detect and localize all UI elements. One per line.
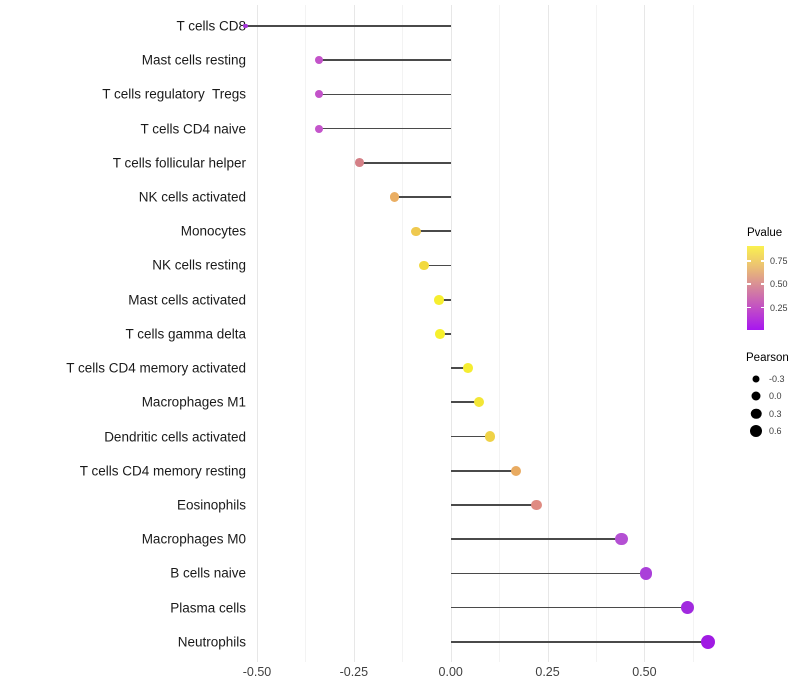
gridline-major — [547, 5, 549, 662]
lollipop-stem — [450, 435, 490, 438]
lollipop-stem — [450, 640, 709, 643]
colorbar-tick-mark — [760, 283, 764, 285]
lollipop-stem — [318, 127, 451, 130]
lollipop-stem — [439, 333, 451, 335]
category-label: Macrophages M1 — [141, 394, 246, 410]
category-label: T cells regulatory Tregs — [102, 86, 246, 102]
data-point — [435, 329, 445, 339]
data-point — [531, 499, 543, 511]
lollipop-stem — [439, 298, 451, 301]
colorbar-tick-label: 0.50 — [770, 279, 788, 290]
category-label: Mast cells activated — [128, 292, 246, 308]
x-axis-tick-label: 0.50 — [632, 665, 657, 679]
data-point — [615, 533, 628, 546]
category-label: T cells CD4 naive — [140, 121, 246, 137]
size-legend-dot — [751, 391, 761, 401]
data-point — [389, 192, 400, 202]
size-legend-label: 0.3 — [769, 408, 782, 419]
colorbar-tick-mark — [747, 306, 751, 309]
category-label: Monocytes — [180, 223, 246, 239]
colorbar-tick-mark — [760, 260, 764, 262]
x-axis-tick-label: 0.00 — [438, 665, 463, 679]
x-axis-tick-label: 0.25 — [535, 665, 560, 679]
size-legend-label: 0.6 — [769, 426, 782, 437]
data-point — [434, 294, 444, 305]
gridline-major — [644, 5, 646, 662]
data-point — [474, 397, 484, 408]
lollipop-stem — [415, 230, 451, 233]
size-legend-dot — [750, 425, 762, 438]
lollipop-stem — [450, 504, 537, 506]
category-label: Macrophages M0 — [141, 531, 246, 547]
category-label: Plasma cells — [170, 600, 246, 616]
lollipop-stem — [450, 469, 516, 472]
pvalue-legend-title: Pvalue — [747, 227, 783, 239]
category-label: Eosinophils — [176, 497, 246, 513]
data-point — [419, 260, 429, 271]
category-label: NK cells activated — [138, 189, 246, 205]
category-label: T cells gamma delta — [125, 326, 246, 342]
lollipop-stem — [450, 606, 688, 609]
category-label: T cells CD4 memory resting — [79, 463, 246, 479]
category-label: B cells naive — [170, 565, 246, 581]
data-point — [463, 363, 474, 373]
data-point — [701, 634, 716, 649]
colorbar-tick-label: 0.75 — [770, 256, 788, 267]
data-point — [243, 23, 248, 29]
gridline-major — [450, 5, 452, 662]
lollipop-stem — [318, 93, 451, 96]
lollipop-stem — [450, 367, 469, 369]
lollipop-stem — [318, 59, 451, 62]
data-point — [411, 226, 421, 236]
data-point — [484, 431, 495, 442]
lollipop-stem — [423, 264, 451, 267]
x-axis-tick-label: -0.25 — [339, 665, 369, 679]
category-label: T cells CD8 — [176, 18, 246, 34]
colorbar-tick-mark — [747, 260, 751, 262]
size-legend-dot — [752, 375, 760, 382]
category-label: Mast cells resting — [141, 52, 246, 68]
gridline-minor — [595, 5, 597, 662]
category-label: NK cells resting — [152, 257, 246, 273]
colorbar-tick-mark — [747, 283, 751, 285]
gridline-minor — [402, 5, 404, 662]
gridline-major — [353, 5, 355, 662]
data-point — [510, 465, 521, 476]
data-point — [681, 600, 695, 615]
lollipop-stem — [359, 161, 451, 164]
category-label: T cells follicular helper — [112, 155, 246, 171]
data-point — [354, 158, 364, 168]
lollipop-stem — [450, 401, 479, 404]
lollipop-stem — [450, 538, 622, 540]
pvalue-colorbar — [747, 246, 764, 330]
colorbar-tick-label: 0.25 — [770, 302, 788, 313]
size-legend-label: 0.0 — [769, 391, 782, 402]
lollipop-stem — [394, 196, 451, 198]
size-legend-dot — [750, 408, 762, 419]
pearson-legend-title: Pearson — [746, 352, 789, 364]
lollipop-stem — [245, 25, 451, 27]
category-label: Neutrophils — [177, 634, 246, 650]
data-point — [314, 56, 323, 65]
lollipop-stem — [450, 572, 646, 575]
gridline-minor — [692, 5, 694, 662]
size-legend-label: -0.3 — [769, 373, 785, 384]
data-point — [639, 566, 653, 580]
colorbar-tick-mark — [760, 306, 764, 309]
x-axis-tick-label: -0.50 — [242, 665, 272, 679]
gridline-major — [257, 5, 258, 662]
category-label: Dendritic cells activated — [104, 429, 246, 445]
data-point — [314, 90, 323, 99]
category-label: T cells CD4 memory activated — [66, 360, 246, 376]
data-point — [314, 124, 324, 133]
gridline-minor — [305, 5, 307, 662]
gridline-minor — [499, 5, 501, 662]
